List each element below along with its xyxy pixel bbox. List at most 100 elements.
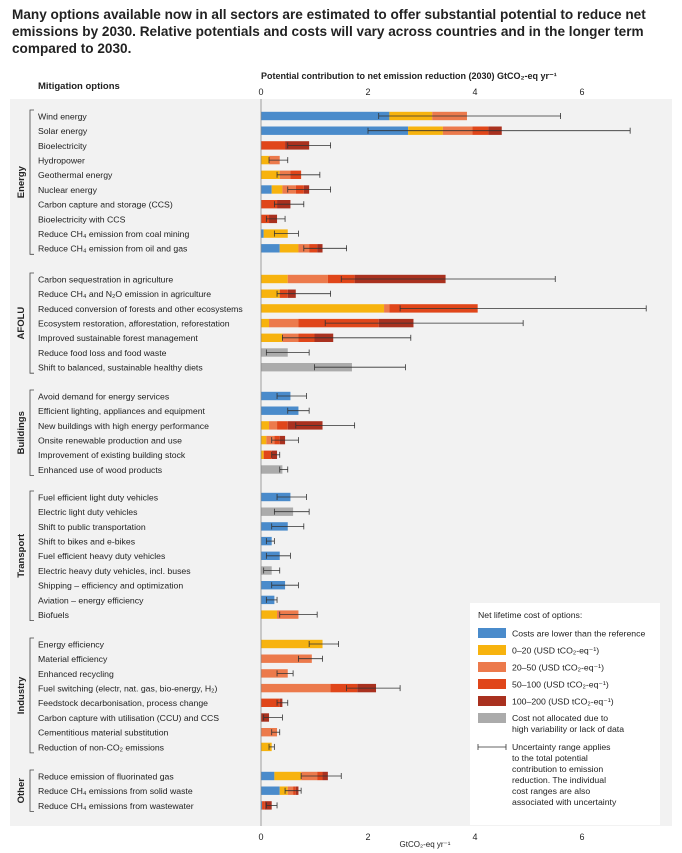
sector-bracket	[29, 389, 34, 476]
option-label: Energy efficiency	[38, 639, 105, 649]
mitigation-options-header: Mitigation options	[38, 81, 120, 92]
top-tick-label: 0	[258, 87, 263, 97]
x-axis-label: GtCO₂-eq yr⁻¹	[400, 840, 451, 849]
legend-title: Net lifetime cost of options:	[478, 610, 582, 620]
option-label: Shipping – efficiency and optimization	[38, 581, 183, 591]
bar-segment-na	[261, 363, 352, 372]
option-label: Electric heavy duty vehicles, incl. buse…	[38, 566, 191, 576]
option-label: Avoid demand for energy services	[38, 391, 170, 401]
option-label: Geothermal energy	[38, 170, 113, 180]
bar-segment-lower	[261, 391, 291, 401]
option-label: Fuel efficient light duty vehicles	[38, 492, 159, 502]
bar-segment-c20_50	[261, 654, 312, 663]
option-label: Enhanced recycling	[38, 669, 114, 679]
bar-segment-c20_50	[261, 728, 278, 737]
option-label: Reduce CH₄ emissions from wastewater	[38, 801, 194, 811]
sector-bracket	[29, 490, 34, 621]
sector-label: Energy	[16, 165, 27, 198]
option-label: Reduced conversion of forests and other …	[38, 304, 243, 314]
option-label: Wind energy	[38, 111, 87, 121]
option-label: Hydropower	[38, 156, 85, 166]
bar-segment-c50_100	[263, 450, 272, 459]
bar-segment-c50_100	[261, 214, 270, 224]
option-label: New buildings with high energy performan…	[38, 421, 209, 431]
bar-segment-lower	[261, 771, 275, 781]
legend-uncertainty-note: Uncertainty range applies to the total po…	[512, 742, 617, 807]
option-label: Shift to bikes and e-bikes	[38, 537, 136, 547]
bar-segment-lower	[261, 801, 263, 810]
option-label: Shift to public transportation	[38, 522, 146, 532]
bar-segment-c50_100	[261, 141, 286, 150]
option-label: Material efficiency	[38, 654, 108, 664]
option-label: Biofuels	[38, 610, 70, 620]
option-label: Reduce CH₄ emission from coal mining	[38, 229, 189, 239]
bar-segment-c50_100	[261, 698, 280, 707]
option-label: Reduce emission of fluorinated gas	[38, 771, 174, 781]
legend-swatch-c0_20	[478, 645, 506, 655]
legend-swatch-c100_200	[478, 696, 506, 706]
top-tick-label: 2	[365, 87, 370, 97]
legend-label-c20_50: 20–50 (USD tCO₂-eq⁻¹)	[512, 663, 604, 673]
option-label: Reduction of non-CO₂ emissions	[38, 742, 165, 752]
option-label: Cementitious material substitution	[38, 728, 169, 738]
sector-label: AFOLU	[16, 307, 27, 340]
option-label: Reduce CH₄ emission from oil and gas	[38, 244, 188, 254]
bar-segment-c0_20	[261, 333, 283, 342]
bottom-tick-label: 6	[579, 832, 584, 842]
bar-segment-lower	[261, 786, 280, 795]
bar-segment-c0_20	[261, 274, 288, 284]
option-label: Reduce CH₄ and N₂O emission in agricultu…	[38, 289, 211, 299]
bar-segment-c0_20	[261, 318, 270, 328]
option-label: Feedstock decarbonisation, process chang…	[38, 698, 208, 708]
legend-label-lower: Costs are lower than the reference	[512, 629, 645, 639]
bar-segment-c50_100	[261, 200, 278, 209]
bar-segment-c20_50	[261, 683, 331, 693]
bar-segment-c0_20	[274, 771, 302, 781]
bar-segment-na	[261, 465, 283, 474]
legend-label-c50_100: 50–100 (USD tCO₂-eq⁻¹)	[512, 680, 609, 690]
bar-segment-lower	[261, 126, 409, 135]
sector-bracket	[29, 637, 34, 754]
sector-bracket	[29, 272, 34, 374]
option-label: Electric light duty vehicles	[38, 507, 138, 517]
option-label: Bioelectricity	[38, 141, 87, 151]
option-label: Carbon capture with utilisation (CCU) an…	[38, 713, 219, 723]
option-label: Carbon sequestration in agriculture	[38, 274, 173, 284]
legend-swatch-c20_50	[478, 662, 506, 672]
axis-title: Potential contribution to net emission r…	[261, 71, 557, 81]
sector-label: Other	[16, 778, 27, 804]
bottom-tick-label: 2	[365, 832, 370, 842]
option-label: Fuel switching (electr, nat. gas, bio-en…	[38, 684, 218, 694]
bar-segment-c0_20	[279, 244, 299, 253]
legend-swatch-c50_100	[478, 679, 506, 689]
bar-segment-c0_20	[261, 742, 272, 752]
bar-segment-c0_20	[261, 610, 278, 619]
headline: Many options available now in all sector…	[12, 7, 646, 56]
bar-segment-c20_50	[266, 435, 275, 445]
legend-swatch-na	[478, 713, 506, 723]
bar-segment-lower	[261, 111, 390, 121]
bar-segment-lower	[261, 244, 280, 253]
legend-label-c100_200: 100–200 (USD tCO₂-eq⁻¹)	[512, 697, 614, 707]
option-label: Improvement of existing building stock	[38, 450, 186, 460]
bar-segment-c50_100	[330, 683, 358, 693]
option-label: Solar energy	[38, 126, 88, 136]
bar-segment-lower	[261, 406, 299, 415]
bar-segment-c20_50	[261, 669, 288, 678]
option-label: Nuclear energy	[38, 185, 98, 195]
top-tick-label: 4	[472, 87, 477, 97]
sector-label: Industry	[16, 676, 27, 714]
option-label: Improved sustainable forest management	[38, 333, 198, 343]
option-label: Efficient lighting, appliances and equip…	[38, 406, 206, 416]
bar-segment-lower	[261, 185, 272, 194]
sector-bracket	[29, 109, 34, 255]
option-label: Aviation – energy efficiency	[38, 595, 144, 605]
option-label: Fuel efficient heavy duty vehicles	[38, 551, 166, 561]
bar-segment-c0_20	[271, 185, 283, 194]
bottom-tick-label: 4	[472, 832, 477, 842]
option-label: Reduce food loss and food waste	[38, 348, 167, 358]
bar-segment-c0_20	[261, 155, 270, 165]
bar-segment-c20_50	[287, 274, 328, 284]
sector-bracket	[29, 769, 34, 812]
legend: Net lifetime cost of options: Costs are l…	[470, 603, 660, 825]
